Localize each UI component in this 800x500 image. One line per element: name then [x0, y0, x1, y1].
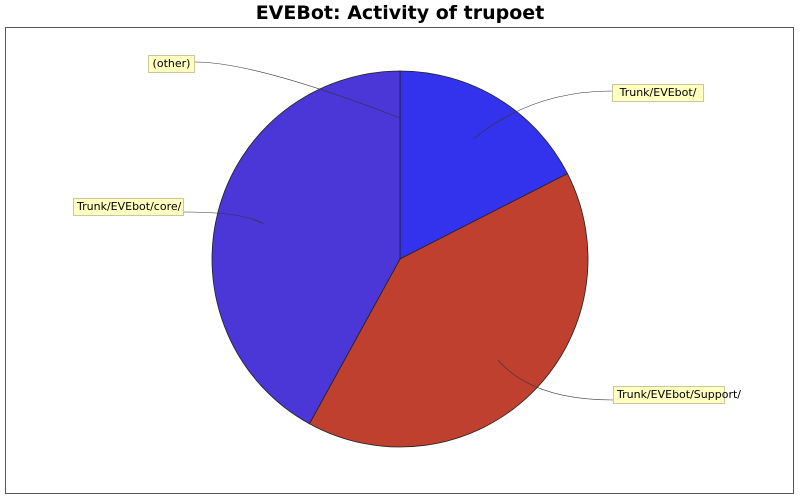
slice-trunk-evebot-support-leader	[497, 360, 614, 401]
chart-title: EVEBot: Activity of trupoet	[255, 2, 545, 24]
slice-trunk-evebot-core	[211, 70, 401, 425]
slice-label-other: (other)	[148, 55, 195, 73]
slice-other-leader	[194, 61, 401, 119]
slice-label-trunk-evebot: Trunk/EVEbot/	[612, 84, 704, 102]
slice-label-trunk-evebot-core: Trunk/EVEbot/core/	[73, 198, 184, 216]
slice-trunk-evebot-support	[308, 173, 589, 448]
slice-label-trunk-evebot-support: Trunk/EVEbot/Support/	[613, 386, 741, 404]
slice-trunk-evebot-leader	[473, 90, 613, 140]
slice-trunk-evebot-core-leader	[183, 211, 264, 225]
slice-trunk-evebot	[399, 70, 569, 260]
